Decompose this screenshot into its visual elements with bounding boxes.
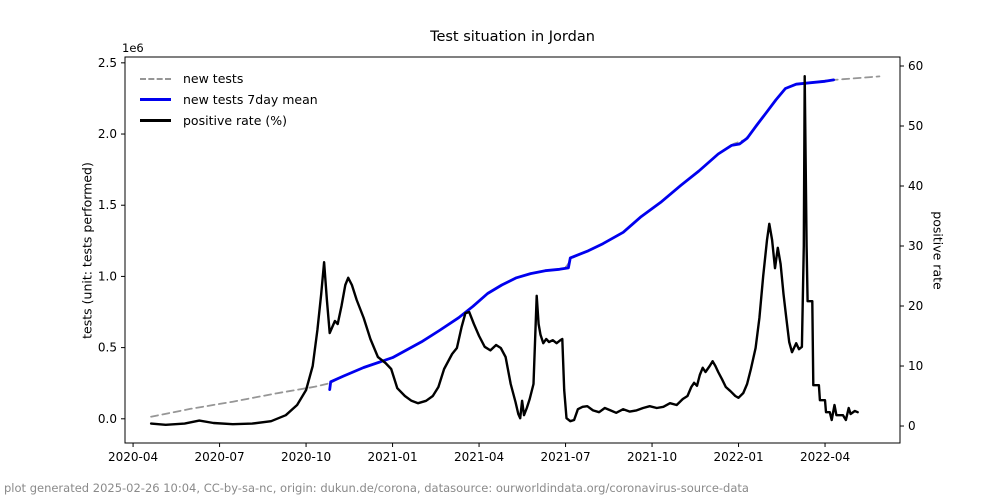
- x-tick-label: 2021-07: [540, 450, 590, 464]
- x-tick-label: 2021-10: [627, 450, 677, 464]
- legend: new tests new tests 7day mean positive rat…: [140, 68, 318, 131]
- legend-line-sample: [140, 98, 171, 101]
- left-tick-label: 0.5: [98, 341, 117, 355]
- legend-label: new tests 7day mean: [183, 92, 318, 107]
- left-axis-label: tests (unit: tests performed): [79, 162, 95, 339]
- x-tick-label: 2021-04: [454, 450, 504, 464]
- legend-line-sample: [140, 77, 171, 80]
- legend-line-sample: [140, 119, 171, 122]
- series-line-new-tests-7day-mean: [328, 78, 835, 391]
- right-tick-label: 0: [908, 419, 916, 433]
- left-tick-label: 2.0: [98, 127, 117, 141]
- right-tick-label: 20: [908, 299, 923, 313]
- left-tick-label: 2.5: [98, 56, 117, 70]
- right-tick-label: 40: [908, 179, 923, 193]
- series-line-positive-rate-: [149, 75, 859, 426]
- legend-label: new tests: [183, 71, 244, 86]
- x-tick-label: 2020-10: [281, 450, 331, 464]
- right-tick-label: 10: [908, 359, 923, 373]
- right-tick-label: 50: [908, 119, 923, 133]
- legend-entry: new tests 7day mean: [140, 89, 318, 110]
- legend-label: positive rate (%): [183, 113, 287, 128]
- left-tick-label: 0.0: [98, 412, 117, 426]
- x-tick-label: 2022-04: [800, 450, 850, 464]
- chart-title: Test situation in Jordan: [430, 29, 595, 45]
- right-axis-label: positive rate: [930, 211, 946, 290]
- x-tick-label: 2022-01: [713, 450, 763, 464]
- right-tick-label: 60: [908, 59, 923, 73]
- plot-frame: [124, 56, 901, 444]
- legend-entry: new tests: [140, 68, 318, 89]
- x-tick-label: 2021-01: [367, 450, 417, 464]
- x-tick-label: 2020-07: [194, 450, 244, 464]
- left-tick-label: 1.5: [98, 198, 117, 212]
- left-tick-label: 1.0: [98, 269, 117, 283]
- right-tick-label: 30: [908, 239, 923, 253]
- left-axis-offset-label: 1e6: [122, 41, 144, 55]
- footer-note: plot generated 2025-02-26 10:04, CC-by-s…: [4, 481, 749, 495]
- legend-entry: positive rate (%): [140, 110, 318, 131]
- x-tick-label: 2020-04: [108, 450, 158, 464]
